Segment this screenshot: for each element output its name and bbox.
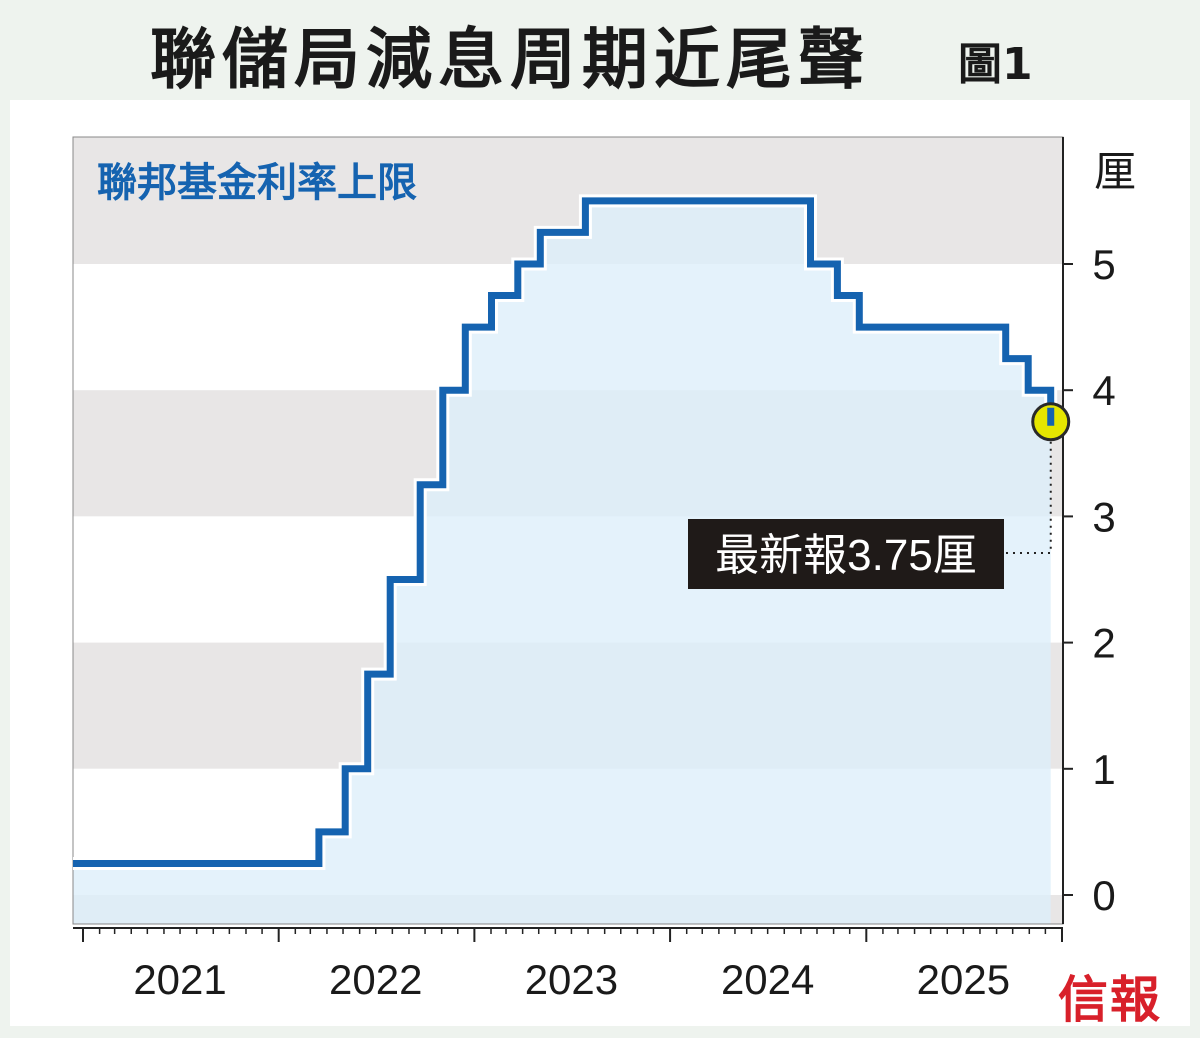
rate-area: [73, 200, 1051, 924]
x-tick-label: 2022: [329, 956, 422, 1003]
title-bar: 聯儲局減息周期近尾聲 圖1: [0, 0, 1200, 100]
y-tick-label: 0: [1092, 872, 1115, 919]
x-tick-label: 2025: [917, 956, 1010, 1003]
y-tick-label: 2: [1092, 620, 1115, 667]
annotation-box: [688, 519, 1004, 589]
figure-label: 圖1: [958, 39, 1033, 90]
series-label: 聯邦基金利率上限: [97, 160, 417, 206]
x-tick-label: 2021: [133, 956, 226, 1003]
y-tick-label: 1: [1092, 746, 1115, 793]
y-axis-unit: 厘: [1094, 147, 1136, 196]
publisher-logo: 信報: [1058, 970, 1162, 1029]
x-tick-label: 2023: [525, 956, 618, 1003]
x-tick-label: 2024: [721, 956, 814, 1003]
annotation-text: 最新報3.75厘: [715, 531, 977, 580]
rate-line: [72, 197, 1055, 867]
y-tick-label: 5: [1092, 241, 1115, 288]
y-tick-label: 3: [1092, 493, 1115, 540]
y-tick-label: 4: [1092, 367, 1115, 414]
chart-title: 聯儲局減息周期近尾聲: [150, 21, 870, 98]
